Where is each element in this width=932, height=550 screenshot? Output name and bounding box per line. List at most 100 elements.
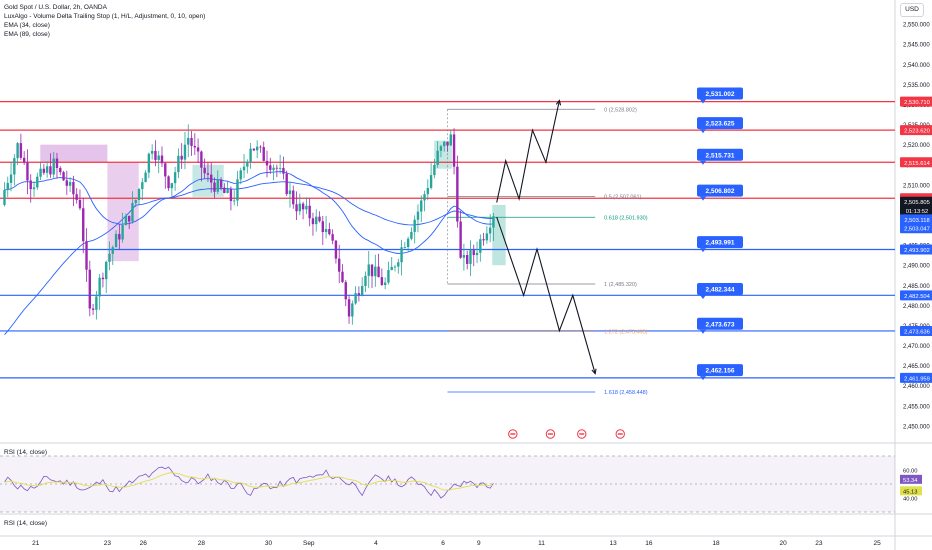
candle-body <box>65 180 69 186</box>
time-tick-label: Sep <box>303 540 315 547</box>
price-tag[interactable] <box>900 325 932 336</box>
candle-body <box>124 215 128 225</box>
candle-body <box>210 174 213 183</box>
price-tick-label: 2,550.000 <box>903 23 930 29</box>
price-tag[interactable] <box>900 157 932 168</box>
time-tick-label: 11 <box>538 540 545 547</box>
callout-pointer <box>700 248 706 253</box>
price-tick-label: 2,520.000 <box>903 143 930 149</box>
candle-body <box>121 224 124 240</box>
price-tag[interactable] <box>900 196 932 207</box>
lightning-event-icon[interactable] <box>508 429 518 439</box>
price-axis[interactable]: 2,550.000 2,545.000 2,540.000 2,535.000 2,53… <box>900 23 932 431</box>
price-tag-label: 2,493.902 <box>904 248 930 254</box>
callout-label: 2,531.002 <box>706 91 735 98</box>
callouts[interactable]: 2,531.002 2,523.625 2,515.731 2,506.802 2,49… <box>697 87 743 381</box>
candle-body <box>429 175 433 188</box>
candle-body <box>406 238 410 248</box>
level-callout[interactable]: 2,462.156 <box>697 364 743 381</box>
us-flag-event-icon[interactable] <box>577 429 587 439</box>
candle-body <box>380 277 384 285</box>
us-flag-event-icon[interactable] <box>615 429 625 439</box>
candle-body <box>334 240 338 259</box>
candle-body <box>328 229 331 235</box>
level-callout[interactable]: 2,482.344 <box>697 282 743 299</box>
candle-body <box>374 266 377 277</box>
candle-body <box>196 147 200 152</box>
time-tick-label: 26 <box>140 540 148 547</box>
candle-body <box>167 176 170 189</box>
candle-body <box>223 187 226 193</box>
candle-body <box>68 181 72 186</box>
event-icons[interactable] <box>508 429 625 439</box>
level-callout[interactable]: 2,523.625 <box>697 117 743 134</box>
price-tag[interactable] <box>900 290 932 301</box>
candle-body <box>377 266 380 278</box>
candle-body <box>232 200 236 202</box>
price-tag[interactable] <box>900 244 932 255</box>
candle-body <box>177 155 180 173</box>
candle-body <box>200 151 203 168</box>
candle-body <box>239 170 242 180</box>
candle-body <box>452 134 456 167</box>
candle-body <box>183 144 187 160</box>
callout-label: 2,473.673 <box>706 321 735 328</box>
candle-body <box>213 182 216 192</box>
time-tick-label: 9 <box>477 540 481 547</box>
candle-body <box>433 164 436 176</box>
indicator-label-luxalgo[interactable]: LuxAlgo - Volume Delta Trailing Stop (1,… <box>4 13 206 20</box>
fib-level-label: 1.272 (2,473.493) <box>604 330 648 336</box>
us-flag-event-icon[interactable] <box>545 429 556 439</box>
callout-box <box>697 117 743 130</box>
candle-body <box>364 275 367 287</box>
callout-label: 2,462.156 <box>706 368 735 375</box>
rsi-label-1[interactable]: RSI (14, close) <box>4 449 47 456</box>
level-callout[interactable]: 2,531.002 <box>697 87 743 104</box>
level-callout[interactable]: 2,506.802 <box>697 184 743 201</box>
indicator-label-ema89[interactable]: EMA (89, close) <box>4 31 50 38</box>
price-tag[interactable] <box>900 372 932 383</box>
rsi-tick-label: 40.00 <box>903 497 918 503</box>
candle-body <box>6 182 9 191</box>
candle-body <box>226 188 229 193</box>
price-tag[interactable] <box>900 96 932 107</box>
candle-body <box>482 239 485 241</box>
time-axis[interactable]: 21 23 26 28 30 Sep 4 6 9 11 13 16 18 20 23 25 <box>32 540 881 547</box>
price-tag-label: 2,515.614 <box>904 161 931 167</box>
currency-button[interactable]: USD <box>900 3 924 17</box>
candle-body <box>265 160 269 166</box>
candle-body <box>413 219 416 232</box>
chart-title: Gold Spot / U.S. Dollar, 2h, OANDA <box>4 4 107 11</box>
callout-label: 2,482.344 <box>706 286 735 293</box>
candle-body <box>95 296 98 310</box>
candle-body <box>308 205 311 219</box>
rsi-label-2[interactable]: RSI (14, close) <box>4 520 47 527</box>
candle-body <box>278 167 282 169</box>
callout-label: 2,523.625 <box>706 121 735 128</box>
price-tag[interactable] <box>900 214 932 225</box>
candle-body <box>118 233 121 240</box>
candle-body <box>114 233 118 248</box>
level-callout[interactable]: 2,493.991 <box>697 236 743 253</box>
price-tag[interactable] <box>900 205 932 216</box>
candle-body <box>229 188 233 202</box>
candle-body <box>154 150 157 160</box>
indicator-label-ema34[interactable]: EMA (34, close) <box>4 22 50 29</box>
level-callout[interactable]: 2,515.731 <box>697 148 743 165</box>
candle-body <box>78 199 82 209</box>
price-tick-label: 2,480.000 <box>903 304 930 310</box>
candle-body <box>101 277 105 280</box>
candle-body <box>383 282 387 285</box>
price-tag[interactable] <box>900 125 932 136</box>
price-tick-label: 2,470.000 <box>903 344 930 350</box>
candle-body <box>456 166 459 222</box>
candle-body <box>98 277 101 297</box>
candle-body <box>324 229 328 233</box>
level-callout[interactable]: 2,473.673 <box>697 317 743 334</box>
callout-pointer <box>700 294 706 299</box>
price-tag[interactable] <box>900 223 932 234</box>
candle-body <box>492 216 495 228</box>
candle-body <box>236 179 239 201</box>
candle-body <box>26 162 29 181</box>
